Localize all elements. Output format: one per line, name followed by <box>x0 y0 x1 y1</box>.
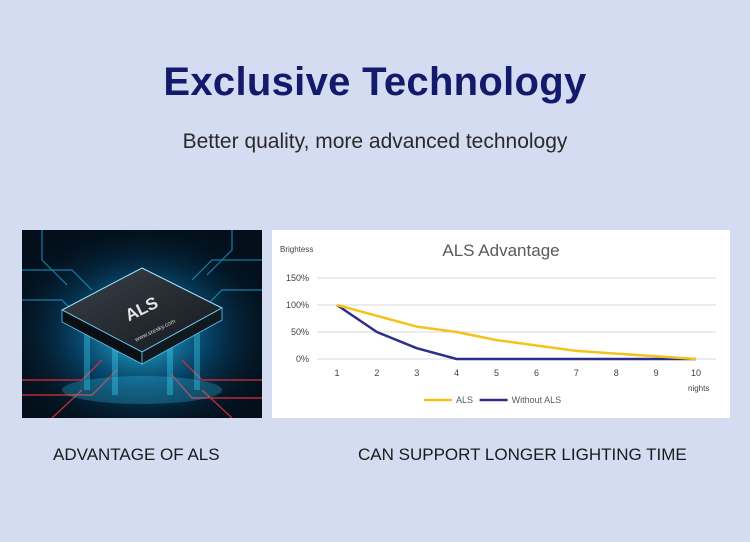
line-chart: ALS Advantage Brightess nights 0% 50% 100%… <box>280 241 716 405</box>
x-tick-label: 1 <box>334 368 339 378</box>
x-tick-label: 4 <box>454 368 459 378</box>
caption-advantage-of-als: ADVANTAGE OF ALS <box>53 445 220 464</box>
x-tick-label: 6 <box>534 368 539 378</box>
x-tick-label: 10 <box>691 368 701 378</box>
y-tick-label: 100% <box>286 300 309 310</box>
chart-title: ALS Advantage <box>442 241 559 260</box>
als-chip-image: ALS www.sresky.com <box>22 230 262 418</box>
y-tick-label: 150% <box>286 273 309 283</box>
page-subtitle: Better quality, more advanced technology <box>182 130 568 153</box>
circuit-chip-illustration: ALS www.sresky.com <box>22 230 262 418</box>
series-line-als <box>336 303 697 361</box>
x-tick-label: 8 <box>614 368 619 378</box>
caption-longer-lighting-time: CAN SUPPORT LONGER LIGHTING TIME <box>358 445 687 464</box>
x-tick-label: 2 <box>374 368 379 378</box>
x-axis-label: nights <box>688 384 709 393</box>
page-title: Exclusive Technology <box>163 60 587 104</box>
series-line-without-als <box>336 303 697 361</box>
y-tick-label: 0% <box>296 354 309 364</box>
legend-label: ALS <box>456 395 473 405</box>
x-tick-label: 7 <box>574 368 579 378</box>
als-advantage-chart: ALS Advantage Brightess nights 0% 50% 100%… <box>272 230 730 418</box>
x-tick-label: 3 <box>414 368 419 378</box>
legend-label: Without ALS <box>512 395 562 405</box>
x-tick-label: 5 <box>494 368 499 378</box>
y-axis-label: Brightess <box>280 245 313 254</box>
x-tick-label: 9 <box>654 368 659 378</box>
y-tick-label: 50% <box>291 327 309 337</box>
